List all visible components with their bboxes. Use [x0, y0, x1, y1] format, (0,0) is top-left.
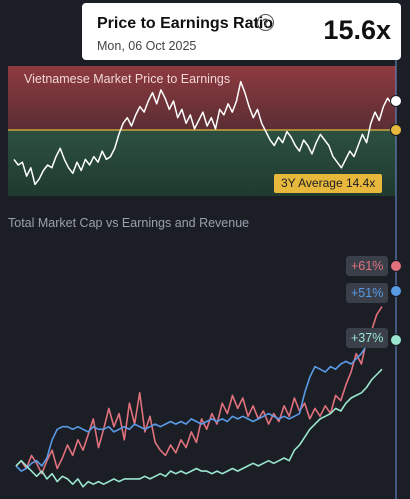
revenue-change-badge: +61%: [346, 256, 389, 276]
market-cap-line: [15, 331, 383, 472]
tooltip-value: 15.6x: [323, 15, 391, 45]
market-chart-title: Total Market Cap vs Earnings and Revenue: [8, 216, 250, 230]
earnings-end-marker: [390, 334, 402, 346]
tooltip-title: Price to Earnings Ratio: [97, 15, 274, 32]
market-series-layer: [15, 260, 402, 488]
revenue-line: [15, 306, 383, 475]
pe-series-layer: [13, 80, 402, 186]
market-cap-change-badge: +51%: [346, 283, 389, 303]
question-circle-icon[interactable]: ?: [257, 14, 274, 31]
pe-above-average-zone: [8, 66, 396, 130]
earnings-change-badge: +37%: [346, 328, 389, 348]
market-cap-end-marker: [390, 285, 402, 297]
pe-series-line: [13, 80, 397, 186]
earnings-line: [15, 368, 383, 488]
value-tooltip: Price to Earnings Ratio ? Mon, 06 Oct 20…: [82, 3, 401, 60]
revenue-end-marker: [390, 260, 402, 272]
average-label: 3Y Average 14.4x: [274, 174, 383, 193]
pe-current-marker: [390, 95, 402, 108]
pe-chart-title: Vietnamese Market Price to Earnings: [24, 72, 231, 86]
pe-average-marker: [390, 124, 402, 136]
tooltip-date: Mon, 06 Oct 2025: [97, 39, 197, 53]
